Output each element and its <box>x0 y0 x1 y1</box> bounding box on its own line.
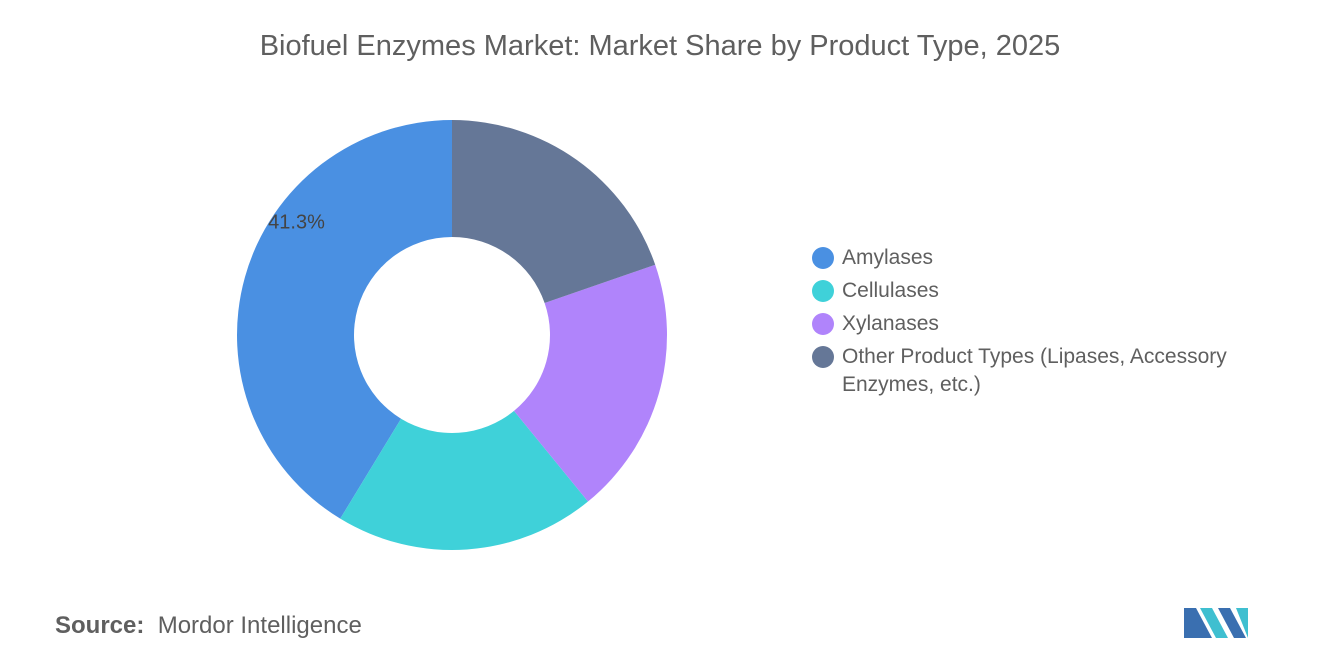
source: Source: Mordor Intelligence <box>55 612 362 640</box>
slice <box>236 120 452 519</box>
legend-label: Xylanases <box>842 312 939 335</box>
legend-swatch <box>812 346 834 368</box>
legend-swatch <box>812 313 834 335</box>
legend-item: Xylanases <box>812 310 1252 338</box>
slice <box>452 120 656 303</box>
source-label: Source: <box>55 612 145 639</box>
legend-swatch <box>812 247 834 269</box>
legend: Amylases Cellulases Xylanases Other Product… <box>812 244 1252 404</box>
legend-label: Cellulases <box>842 279 939 302</box>
legend-item: Other Product Types (Lipases, Accessory … <box>812 343 1252 399</box>
legend-item: Cellulases <box>812 277 1252 305</box>
logo <box>1184 608 1248 638</box>
legend-swatch <box>812 280 834 302</box>
legend-item: Amylases <box>812 244 1252 272</box>
legend-label: Other Product Types (Lipases, Accessory … <box>842 345 1227 396</box>
source-text: Mordor Intelligence <box>157 612 362 639</box>
data-label: 41.3% <box>268 211 325 233</box>
slice <box>513 264 667 502</box>
slice <box>340 410 589 551</box>
legend-label: Amylases <box>842 246 934 269</box>
chart-title: Biofuel Enzymes Market: Market Share by … <box>259 30 1061 62</box>
